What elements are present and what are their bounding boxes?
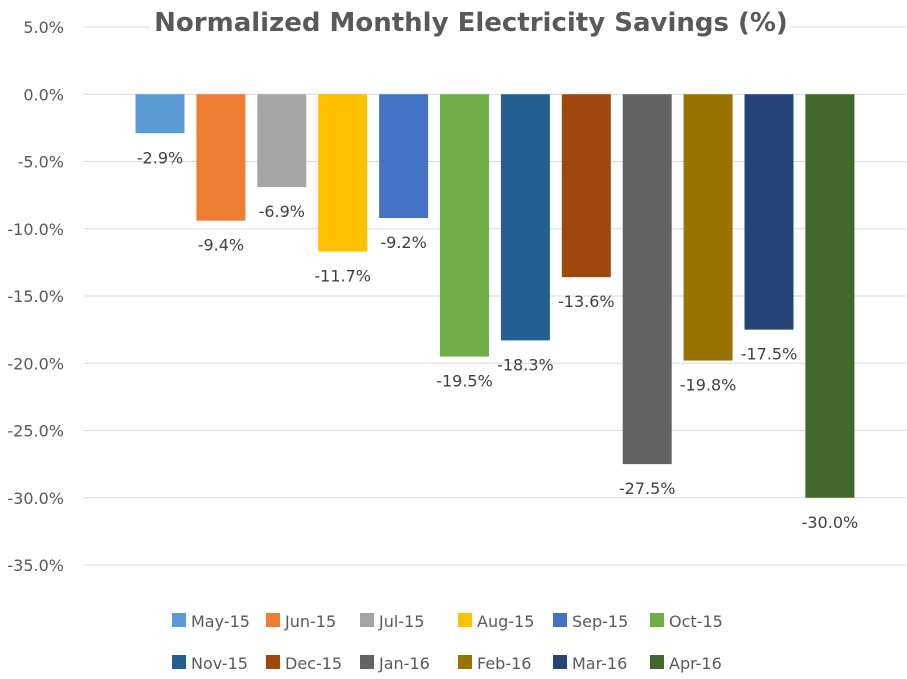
y-tick-label: -30.0% <box>7 489 64 508</box>
data-label: -2.9% <box>137 148 183 167</box>
data-label: -19.8% <box>680 376 737 395</box>
data-label: -9.2% <box>380 233 426 252</box>
legend-label: Jan-16 <box>378 654 430 673</box>
legend: May-15 Jun-15 Jul-15 Aug-15 Sep-15 Oct-15 Nov-… <box>172 612 723 673</box>
bar <box>805 94 855 498</box>
y-tick-label: -10.0% <box>7 220 64 239</box>
legend-swatch <box>360 613 374 627</box>
y-tick-label: 5.0% <box>23 18 64 37</box>
data-label: -30.0% <box>802 513 859 532</box>
legend-label: Oct-15 <box>669 612 723 631</box>
bar <box>379 94 429 218</box>
bar <box>135 94 185 134</box>
y-tick-label: -5.0% <box>18 153 64 172</box>
legend-swatch <box>650 655 664 669</box>
legend-label: Jun-15 <box>284 612 336 631</box>
y-tick-label: -25.0% <box>7 422 64 441</box>
data-label: -6.9% <box>259 202 305 221</box>
y-tick-label: -35.0% <box>7 556 64 575</box>
data-label: -18.3% <box>497 355 554 374</box>
bar <box>196 94 246 221</box>
legend-label: Mar-16 <box>572 654 627 673</box>
legend-label: Feb-16 <box>477 654 531 673</box>
data-label: -11.7% <box>314 267 371 286</box>
legend-label: Apr-16 <box>669 654 722 673</box>
bar <box>683 94 733 361</box>
data-label: -27.5% <box>619 479 676 498</box>
bar <box>622 94 672 465</box>
data-labels: -2.9% -9.4% -6.9% -11.7% -9.2% -19.5%-18.3% -1… <box>137 148 858 531</box>
legend-swatch <box>553 655 567 669</box>
legend-swatch <box>172 655 186 669</box>
legend-label: May-15 <box>191 612 250 631</box>
legend-label: Dec-15 <box>285 654 342 673</box>
bar <box>318 94 368 252</box>
y-tick-label: 0.0% <box>23 85 64 104</box>
y-tick-label: -15.0% <box>7 287 64 306</box>
bar <box>257 94 307 188</box>
bars <box>135 94 855 498</box>
bar <box>561 94 611 278</box>
legend-swatch <box>553 613 567 627</box>
legend-label: Jul-15 <box>378 612 424 631</box>
data-label: -19.5% <box>436 372 493 391</box>
legend-swatch <box>458 655 472 669</box>
legend-swatch <box>266 655 280 669</box>
bar <box>500 94 550 341</box>
legend-swatch <box>360 655 374 669</box>
chart-title-background <box>150 0 790 42</box>
chart-title: Normalized Monthly Electricity Savings (… <box>154 8 788 38</box>
legend-label: Aug-15 <box>477 612 534 631</box>
legend-label: Sep-15 <box>572 612 628 631</box>
data-label: -17.5% <box>741 345 798 364</box>
data-label: -13.6% <box>558 292 615 311</box>
data-label: -9.4% <box>198 236 244 255</box>
y-tick-label: -20.0% <box>7 354 64 373</box>
bar <box>440 94 489 357</box>
legend-label: Nov-15 <box>191 654 248 673</box>
y-axis-ticks: 5.0% 0.0% -5.0% -10.0% -15.0% -20.0% -25.0% -30… <box>7 18 64 575</box>
legend-swatch <box>650 613 664 627</box>
legend-swatch <box>172 613 186 627</box>
legend-swatch <box>458 613 472 627</box>
bar <box>744 94 794 330</box>
legend-swatch <box>266 613 280 627</box>
